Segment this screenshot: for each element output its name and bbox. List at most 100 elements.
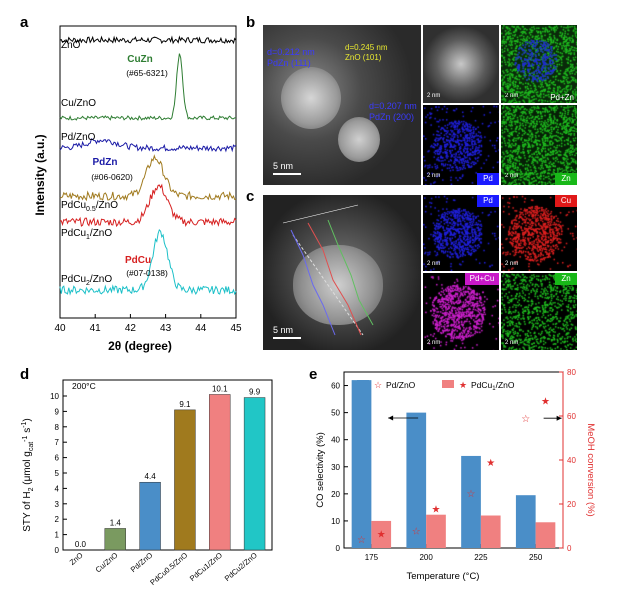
sty-ytick-label: 5 [55,469,60,478]
scale-label: 5 nm [273,325,294,335]
co-ytick-label: 0 [336,544,341,553]
co-xtick-label: 250 [529,553,543,562]
xrd-series-2 [59,138,237,153]
co-bar [461,455,481,548]
co-ytick-label: 30 [331,463,340,472]
xrd-xtick-label: 42 [125,323,137,334]
nanoparticle [293,245,383,325]
xrd-annot-cuzn: CuZn [127,54,153,65]
sty-bar [139,481,161,551]
co-conversion-star: ★ [541,397,550,408]
sty-value-label: 4.4 [145,472,157,481]
legend-swatch-pd [357,380,369,388]
sty-condition: 200°C [72,381,96,391]
haadf-tile: 2 nm [423,25,499,103]
scale-label: 2 nm [427,261,441,267]
lattice-d3: d=0.207 nm PdZn (200) [369,101,417,122]
panel-letter-e: e [309,366,318,383]
co-ylabel-right: MeOH conversion (%) [585,423,596,516]
sty-ytick-label: 2 [55,515,60,524]
map-pdcu-c: Pd+Cu 2 nm [423,273,499,350]
scale-label: 5 nm [273,161,294,171]
xrd-xtick-label: 45 [230,323,242,334]
map-label-zn: Zn [555,173,577,185]
co-xtick-label: 200 [419,553,433,562]
sty-value-label: 10.1 [212,384,228,393]
sty-ytick-label: 9 [55,407,60,416]
scale-label: 2 nm [427,340,441,346]
sty-chart: 0 1 2 3 4 5 6 7 8 9 10 0.0 ZnO 1.4 Cu/ZnO 4.4 Pd/ZnO 9.1 P… [21,379,273,587]
co-bar [480,515,501,548]
legend-star-filled: ★ [459,380,467,390]
legend-star-open: ☆ [374,380,382,390]
map-label-pdzn: Pd+Zn [550,93,574,102]
line-scan-overlay [282,204,374,336]
map-label-pd: Pd [477,173,499,185]
xrd-annot-pdzn: PdZn [93,157,118,168]
stem-image-c: 5 nm [263,195,421,350]
map-pd-b: Pd 2 nm [423,105,499,185]
co-bar [351,380,372,548]
co-conversion-star: ★ [486,458,495,469]
co-conversion-star: ☆ [357,535,366,546]
co-ytick-right-label: 60 [567,412,576,421]
xrd-xlabel: 2θ (degree) [108,339,172,353]
sty-ytick-label: 1 [55,531,60,540]
lattice-d2: d=0.245 nm ZnO (101) [345,43,388,62]
scale-label: 2 nm [505,340,519,346]
co-conversion-star: ☆ [412,526,421,537]
co-ytick-label: 40 [331,436,340,445]
co-ytick-right-label: 40 [567,456,576,465]
co-conversion-star: ★ [431,504,440,515]
panel-letter-d: d [20,366,30,383]
xrd-xtick-label: 41 [90,323,102,334]
map-label-cu: Cu [555,195,577,207]
scale-label: 2 nm [505,173,519,179]
map-pd-c: Pd 2 nm [423,195,499,271]
co-arrow-right-head [556,415,562,421]
sty-value-label: 9.9 [249,388,261,397]
sty-ytick-label: 3 [55,500,60,509]
legend-label-pdcu: PdCu1/ZnO [471,380,515,392]
sty-bar [104,528,126,551]
nanoparticle [281,67,341,129]
sty-category-label: Cu/ZnO [94,551,120,575]
sty-bar [174,409,196,551]
map-label-pd: Pd [477,195,499,207]
xrd-annot-pdzn-ref: (#06-0620) [91,172,133,182]
sty-bar [243,397,266,551]
legend-label-pd: Pd/ZnO [386,380,416,390]
sty-ytick-label: 6 [55,454,60,463]
map-cu-c: Cu 2 nm [501,195,577,271]
xrd-label-pdcu05: PdCu0.5/ZnO [61,200,118,213]
co-bar [371,520,392,548]
co-arrow-left-head [388,415,394,421]
xrd-xtick-label: 44 [195,323,207,334]
co-conversion-star: ★ [377,530,386,541]
co-ytick-label: 50 [331,409,340,418]
map-zn-b: Zn 2 nm [501,105,577,185]
xrd-frame [59,25,237,319]
lattice-d1: d=0.212 nm PdZn (111) [267,47,315,68]
map-pdzn: Pd+Zn 2 nm [501,25,577,103]
sty-ytick-label: 7 [55,438,60,447]
xrd-label-pdcu1: PdCu1/ZnO [61,228,112,241]
xrd-xtick-label: 40 [54,323,66,334]
co-selectivity-chart: 0 10 20 30 40 50 60 0 20 40 60 80 175 ☆ ★ 200 ☆ ★ 225 ☆ ★ 250… [315,368,596,582]
co-bar [515,495,536,548]
map-label-zn: Zn [555,273,577,285]
xrd-series-1 [59,53,237,121]
co-ytick-right-label: 20 [567,500,576,509]
sty-ytick-label: 8 [55,423,60,432]
scale-bar [273,337,301,339]
sty-value-label: 9.1 [179,400,191,409]
panel-letter-a: a [20,14,29,31]
co-ytick-label: 10 [331,517,340,526]
co-bar [426,514,446,548]
co-xlabel: Temperature (°C) [407,571,480,582]
scale-bar [273,173,301,175]
co-ylabel-left: CO selectivity (%) [315,432,326,507]
sty-value-label: 0.0 [75,540,87,549]
scale-label: 2 nm [505,93,519,99]
sty-ylabel: STY of H2 (μmol gcat-1 s-1) [21,418,35,532]
